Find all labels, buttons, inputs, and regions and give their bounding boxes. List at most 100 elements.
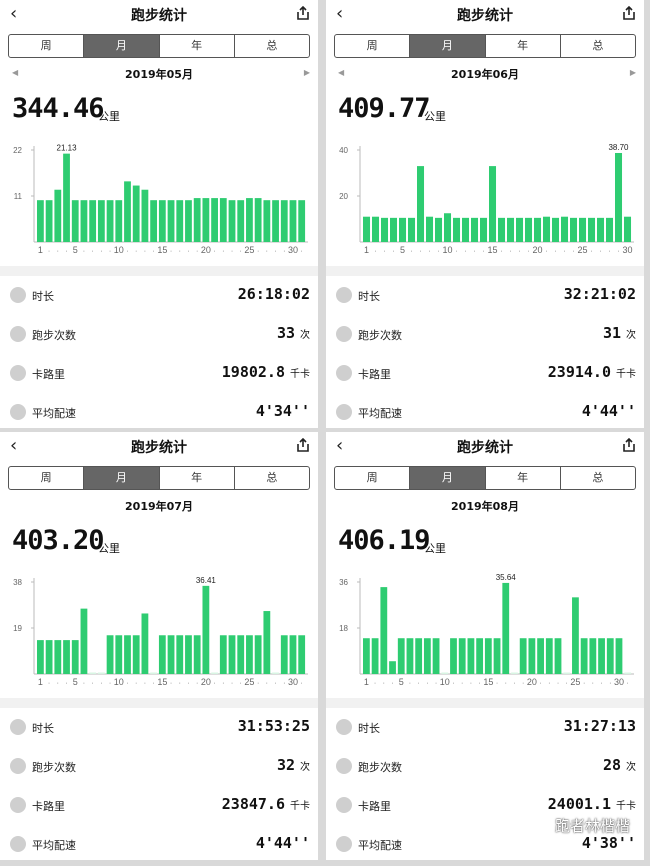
stat-duration: 时长 31:53:25 [0,708,318,747]
day-bar-empty [441,672,449,674]
share-icon[interactable] [622,438,636,452]
x-tick-dot: · [301,248,303,255]
peak-value-label: 35.64 [496,573,517,582]
x-tick-dot: · [196,680,198,687]
x-tick-label: 1 [38,677,43,687]
prev-month-icon[interactable]: ◀ [338,68,345,77]
month-label: 2019年07月 [125,500,193,513]
back-icon[interactable]: ‹ [336,435,344,456]
tab-month[interactable]: 月 [410,35,486,57]
x-tick-dot: · [240,248,242,255]
x-tick-dot: · [617,248,619,255]
stat-unit: 千卡 [616,801,636,812]
y-tick-label: 20 [339,192,348,201]
day-bar [598,638,605,674]
x-tick-label: 5 [400,245,405,255]
tab-year[interactable]: 年 [486,467,561,489]
period-tabs: 周 月 年 总 [8,466,310,490]
day-bar [211,198,218,242]
day-bar [399,217,407,242]
x-tick-label: 25 [578,245,588,255]
x-tick-dot: · [608,248,610,255]
stat-label: 时长 [32,290,54,303]
month-label: 2019年08月 [451,500,519,513]
day-bar [588,217,596,242]
stat-unit: 次 [300,330,310,341]
tab-week[interactable]: 周 [335,467,411,489]
share-icon[interactable] [296,438,310,452]
tab-month[interactable]: 月 [84,467,160,489]
tab-week[interactable]: 周 [9,35,85,57]
back-icon[interactable]: ‹ [10,3,18,24]
day-bar [97,200,105,242]
next-month-icon[interactable]: ▶ [303,68,310,77]
tab-total[interactable]: 总 [266,471,278,484]
clock-icon [10,287,26,303]
stat-value-text: 28 [602,756,621,774]
total-distance-unit: 公里 [98,110,120,123]
stat-value-text: 4'38'' [581,834,636,852]
stat-label: 卡路里 [32,368,65,381]
back-icon[interactable]: ‹ [336,3,344,24]
stat-value: 23847.6 千卡 [222,795,310,813]
stat-label: 时长 [32,722,54,735]
flame-icon [336,365,352,381]
nav-bar: ‹ 跑步统计 [0,0,318,30]
x-tick-dot: · [274,248,276,255]
x-tick-dot: · [455,248,457,255]
day-bar [453,217,461,242]
x-tick-dot: · [557,680,559,687]
clock-icon [10,719,26,735]
share-icon[interactable] [622,6,636,20]
stats-panel-may: ‹ 跑步统计 周 月 年 总 ◀ 2019年05月 ▶ 344.46 公里 11… [0,0,318,428]
share-icon[interactable] [296,6,310,20]
tab-year[interactable]: 年 [486,35,561,57]
day-bar [246,198,253,242]
tab-total[interactable]: 总 [266,39,278,52]
back-icon[interactable]: ‹ [10,435,18,456]
day-bar [263,200,271,242]
tab-month[interactable]: 月 [84,35,160,57]
x-tick-dot: · [301,680,303,687]
day-bar-empty [563,672,571,674]
page-title: 跑步统计 [457,440,513,456]
x-tick-dot: · [144,248,146,255]
tab-month[interactable]: 月 [410,467,486,489]
x-tick-dot: · [383,680,385,687]
x-tick-dot: · [409,680,411,687]
day-bar-empty [97,672,105,674]
x-tick-dot: · [222,680,224,687]
divider [326,266,644,276]
tab-week[interactable]: 周 [9,467,85,489]
x-tick-dot: · [100,248,102,255]
next-month-icon[interactable]: ▶ [629,68,636,77]
stat-value: 23914.0 千卡 [548,363,636,381]
day-bar [579,217,587,242]
stat-value: 26:18:02 [238,285,310,303]
tab-total[interactable]: 总 [592,39,604,52]
speed-icon [336,404,352,420]
tab-total[interactable]: 总 [592,471,604,484]
stat-value-text: 33 [276,324,295,342]
stat-value: 31:53:25 [238,717,310,735]
y-tick-label: 22 [13,146,22,155]
speed-icon [10,404,26,420]
day-bar [54,189,62,242]
period-tabs: 周 月 年 总 [334,466,636,490]
run-count-icon [10,758,26,774]
x-tick-dot: · [266,248,268,255]
y-tick-label: 11 [14,192,23,201]
tab-year[interactable]: 年 [160,35,235,57]
x-tick-dot: · [257,680,259,687]
stats-panel-august: ‹ 跑步统计 周 月 年 总 2019年08月 406.19 公里 18 36 35… [326,432,644,860]
prev-month-icon[interactable]: ◀ [12,68,19,77]
stat-unit: 千卡 [290,369,310,380]
period-tabs: 周 月 年 总 [8,34,310,58]
tab-year[interactable]: 年 [160,467,235,489]
x-tick-dot: · [144,680,146,687]
day-bar [543,216,551,242]
tab-week[interactable]: 周 [335,35,411,57]
page-title: 跑步统计 [131,440,187,456]
x-tick-dot: · [419,248,421,255]
